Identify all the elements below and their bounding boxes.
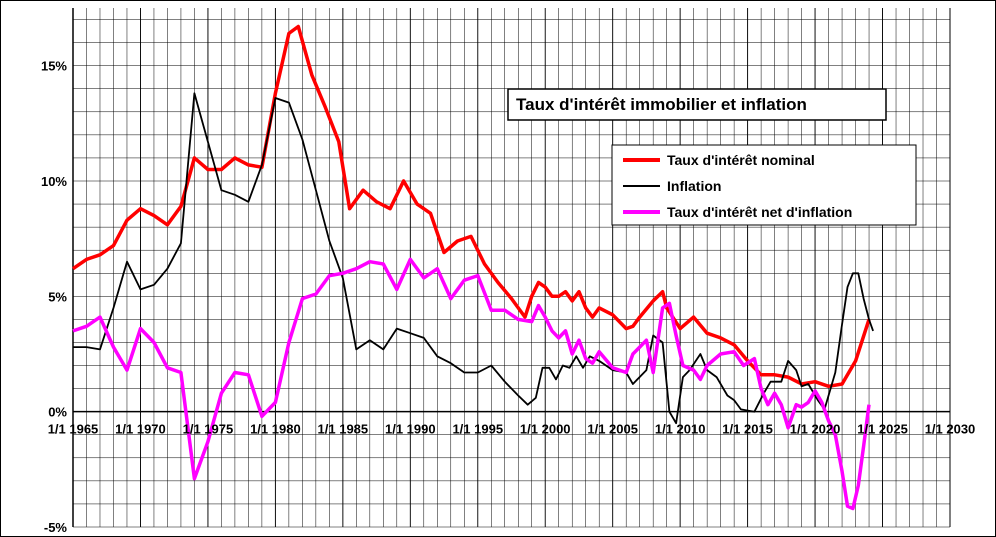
x-tick-label: 1/1 1965	[48, 422, 99, 437]
legend-label-inflation: Inflation	[667, 178, 721, 194]
x-tick-label: 1/1 1970	[115, 422, 166, 437]
x-tick-label: 1/1 1995	[452, 422, 503, 437]
x-tick-label: 1/1 1985	[318, 422, 369, 437]
x-tick-label: 1/1 2010	[655, 422, 706, 437]
chart-title-box: Taux d'intérêt immobilier et inflation	[507, 88, 887, 121]
legend-label-net: Taux d'intérêt net d'inflation	[667, 204, 852, 220]
x-tick-label: 1/1 2025	[857, 422, 908, 437]
chart-title: Taux d'intérêt immobilier et inflation	[516, 95, 807, 114]
x-tick-label: 1/1 2015	[722, 422, 773, 437]
x-tick-label: 1/1 1980	[250, 422, 301, 437]
legend-label-nominal: Taux d'intérêt nominal	[667, 152, 815, 168]
x-tick-label: 1/1 2030	[925, 422, 976, 437]
series-line-inflation	[73, 92, 874, 425]
legend: Taux d'intérêt nominal Inflation Taux d'…	[611, 144, 917, 226]
y-tick-label: 10%	[41, 174, 67, 189]
x-tick-label: 1/1 1975	[183, 422, 234, 437]
chart-grid	[72, 8, 951, 528]
y-tick-label: -5%	[44, 520, 68, 535]
x-tick-label: 1/1 1990	[385, 422, 436, 437]
y-tick-label: 5%	[48, 289, 67, 304]
y-tick-label: 15%	[41, 59, 67, 74]
x-tick-label: 1/1 2020	[790, 422, 841, 437]
x-tick-labels: 1/1 1965 1/1 1970 1/1 1975 1/1 1980 1/1 1985…	[48, 422, 976, 437]
y-tick-label: 0%	[48, 405, 67, 420]
x-tick-label: 1/1 2005	[587, 422, 638, 437]
y-tick-labels: 15% 10% 5% 0% -5%	[41, 59, 67, 535]
series-line-net	[72, 257, 871, 511]
series-line-nominal	[72, 24, 871, 389]
x-tick-label: 1/1 2000	[520, 422, 571, 437]
chart-series	[72, 24, 874, 511]
